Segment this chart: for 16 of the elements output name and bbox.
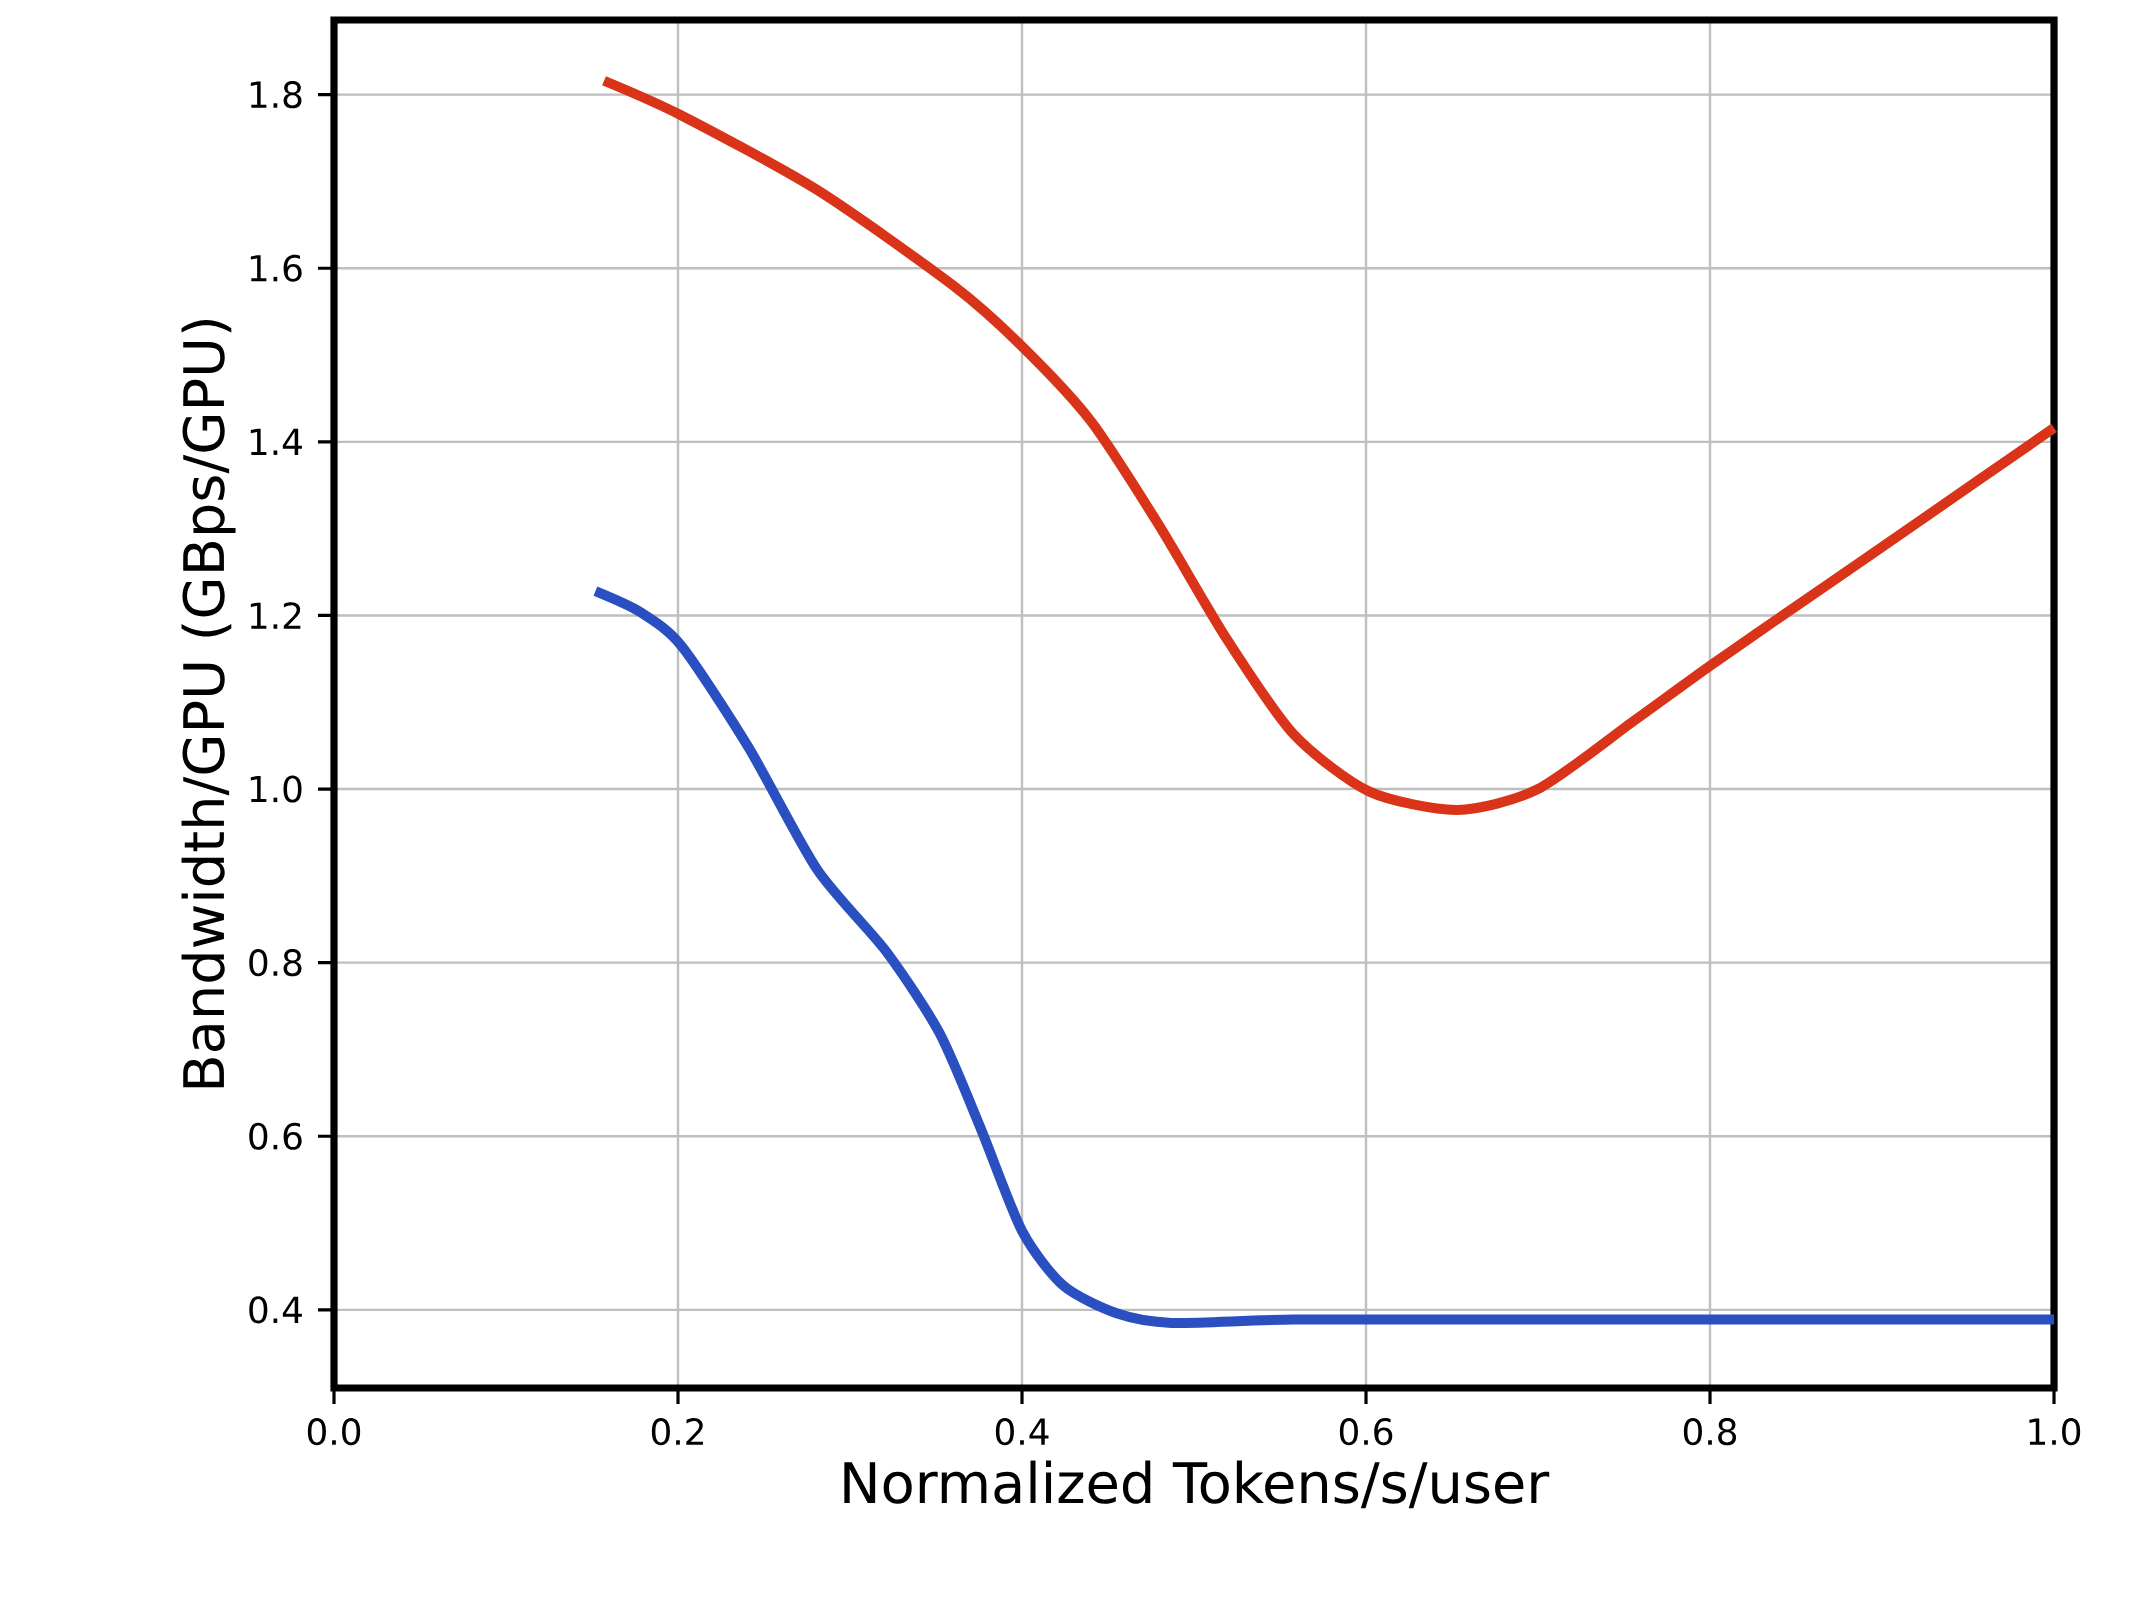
y-tick-label: 1.4	[250, 428, 302, 455]
x-tick-label: 0.8	[1683, 1418, 1737, 1446]
x-tick-label: 1.0	[2029, 1418, 2081, 1446]
y-tick-label: 0.4	[249, 1296, 302, 1324]
y-tick-label: 1.2	[250, 602, 301, 629]
y-tick-label: 1.8	[250, 81, 302, 109]
y-tick-label: 0.8	[249, 949, 302, 977]
x-tick-label: 0.4	[995, 1418, 1049, 1446]
x-tick-label: 0.6	[1339, 1418, 1393, 1446]
y-tick-label: 1.0	[250, 775, 302, 803]
y-tick-label: 1.6	[250, 254, 302, 282]
x-axis-title: Normalized Tokens/s/user	[844, 1460, 1550, 1509]
y-tick-label: 0.6	[249, 1122, 302, 1150]
x-tick-label: 0.0	[307, 1418, 361, 1446]
x-tick-label: 0.2	[651, 1418, 703, 1446]
y-axis-title: Bandwidth/GPU (GBps/GPU)	[181, 320, 236, 1088]
